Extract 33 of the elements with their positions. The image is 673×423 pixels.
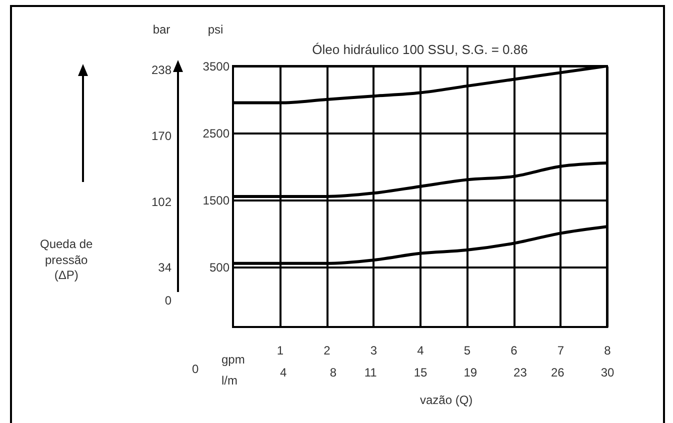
- y2-tick-label: 34: [158, 260, 172, 275]
- y-tick-label: 2500: [202, 126, 230, 140]
- x-tick-label: 6: [510, 344, 518, 358]
- y-tick-label: 3500: [202, 60, 230, 74]
- text: Queda de pressão (ΔP): [40, 237, 93, 284]
- x2-tick-label: 30: [600, 366, 614, 380]
- x2-tick-label: 11: [364, 366, 378, 380]
- x2-tick-label: 19: [464, 366, 478, 380]
- x2-tick-label: 8: [330, 366, 337, 380]
- x-axis-title: gpm: [222, 352, 245, 366]
- y2-tick-label: 238: [151, 62, 172, 77]
- text: vazão (Q): [420, 393, 473, 409]
- x-tick-label: 7: [557, 344, 564, 358]
- x-tick-label: 2: [324, 344, 331, 358]
- y2-axis-title: bar: [152, 22, 170, 36]
- y-axis-title: psi: [208, 22, 224, 36]
- x-tick-label: 4: [417, 344, 424, 358]
- x2-tick-label: 15: [414, 366, 428, 380]
- x-tick-label: 1: [276, 344, 284, 358]
- x-tick-label: 8: [604, 344, 612, 358]
- y-tick-label: 500: [209, 260, 230, 274]
- text: 0: [192, 362, 199, 378]
- x2-axis-title: l/m: [222, 374, 238, 388]
- x-tick-label: 5: [464, 344, 471, 358]
- chart-title: Óleo hidráulico 100 SSU, S.G. = 0.86: [312, 42, 528, 57]
- y2-tick-label: 0: [164, 294, 172, 308]
- y-tick-label: 1500: [202, 193, 230, 208]
- x2-tick-label: 4: [280, 366, 288, 380]
- y2-tick-label: 102: [151, 194, 172, 209]
- x-tick-label: 3: [370, 344, 378, 358]
- x2-tick-label: 26: [550, 366, 565, 380]
- x2-tick-label: 23: [514, 366, 528, 380]
- y2-tick-label: 170: [151, 128, 172, 143]
